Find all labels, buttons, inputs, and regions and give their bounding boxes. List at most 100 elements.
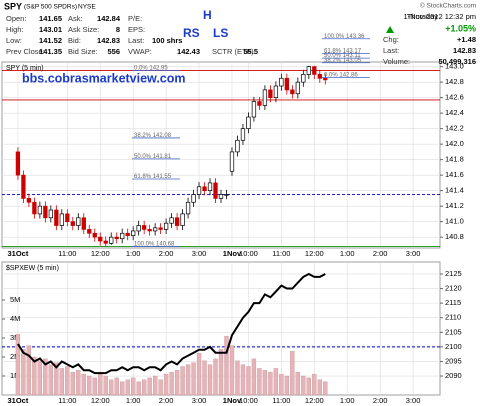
volume-bar [109, 379, 114, 396]
credit: © StockCharts.com [420, 2, 476, 10]
change-pct: +1.05% [445, 23, 476, 33]
volume-bar [70, 372, 75, 396]
candle-body [131, 230, 136, 236]
symbol-name: (S&P 500 SPDRs) [24, 4, 77, 11]
x-tick-label: 2:00 [159, 396, 174, 405]
candle-body [196, 186, 202, 195]
candle-body [246, 116, 251, 130]
y-tick-label: 2115 [445, 298, 461, 307]
volume-bar [290, 351, 295, 396]
quote-value: 556 [107, 47, 120, 56]
volume-bar [136, 381, 141, 396]
y-tick-label: 141.8 [445, 155, 464, 164]
candle-body [306, 66, 311, 75]
candle-body [26, 198, 32, 203]
panel-frame [1, 61, 441, 249]
x-tick-label: 2:00 [159, 249, 174, 258]
summary-label: Volume: [383, 57, 410, 66]
volume-bar [301, 375, 306, 396]
x-tick-label: 12:00 [91, 396, 110, 405]
volume-bar [114, 377, 119, 396]
quote-label: Ask: [68, 14, 83, 23]
candle-body [103, 240, 108, 244]
fib-label: 50.0% 143.11 [324, 53, 361, 59]
y-tick-label: 141.4 [445, 186, 464, 195]
candle-body [224, 194, 229, 196]
volume-bar [125, 379, 130, 396]
y2-tick-label: 3M [10, 333, 20, 342]
x-tick-label: 3:00 [406, 396, 421, 405]
volume-bar [306, 377, 311, 396]
volume-bar [323, 381, 328, 396]
candle-body [37, 205, 43, 215]
y-tick-label: 142.8 [445, 77, 464, 86]
volume-bar [147, 377, 152, 396]
fib-value: 141.55 [153, 174, 172, 180]
candle-body [114, 236, 119, 240]
quote-value: 8 [116, 25, 120, 34]
volume-bar [257, 368, 262, 396]
volume-bar [317, 379, 322, 396]
volume-bar [284, 375, 290, 396]
quote-label: SCTR (ETF): [212, 47, 256, 56]
x-tick-label: 1Nov [223, 249, 242, 258]
x-tick-label: 11:00 [272, 249, 290, 258]
volume-bar [169, 372, 174, 396]
y-tick-label: 141.0 [445, 217, 464, 226]
volume-bar [158, 379, 163, 396]
fib-level: 100.0% [134, 241, 155, 247]
x-tick-label: 3:00 [192, 249, 207, 258]
candle-body [323, 77, 328, 81]
volume-bar [131, 377, 136, 396]
y-tick-label: 142.6 [445, 93, 464, 102]
annotation: LS [213, 26, 228, 40]
time: 1-Nov-2012 12:32 pm [403, 12, 476, 21]
candle-body [169, 217, 174, 224]
annotation: H [203, 8, 212, 22]
fib-level: 38.2% [134, 133, 152, 139]
x-tick-label: 1:00 [340, 396, 355, 405]
volume-bar [32, 356, 37, 396]
quote-value: 55.5 [243, 47, 258, 56]
quote-label: Prev Close: [6, 47, 45, 56]
summary-label: Last: [383, 46, 399, 55]
x-tick-label: 1:00 [126, 396, 141, 405]
candle-body [163, 222, 169, 230]
y-tick-label: 142.4 [445, 108, 464, 117]
fib-value: 140.68 [156, 241, 175, 247]
x-tick-label: 11:00 [58, 249, 76, 258]
volume-bar [92, 377, 97, 396]
fib-value: 142.08 [153, 133, 172, 139]
candle-body [284, 77, 290, 91]
volume-bar [81, 373, 86, 396]
fib-value: 143.36 [346, 33, 365, 39]
quote-value: 142.83 [97, 36, 120, 45]
quote-label: VWAP: [128, 47, 152, 56]
candle-body [218, 194, 224, 199]
fib-value: 143.05 [343, 57, 362, 63]
y-tick-label: 142.0 [445, 139, 464, 148]
candle-body [251, 101, 257, 118]
x-tick-label: 11:00 [272, 396, 290, 405]
volume-bar [251, 358, 257, 396]
candle-body [158, 227, 163, 230]
up-arrow [386, 26, 394, 33]
volume-bar [246, 366, 251, 396]
fib-level: 0.0% [324, 72, 338, 78]
quote-label: Bid Size: [68, 47, 98, 56]
x-tick-label: 12:00 [305, 396, 324, 405]
candle-body [125, 232, 130, 236]
candle-body [191, 194, 196, 203]
volume-bar [240, 364, 246, 396]
candle-body [235, 139, 240, 153]
candle-body [180, 213, 185, 226]
volume-bar [120, 381, 125, 396]
candle-body [290, 89, 295, 95]
volume-bar [229, 345, 235, 396]
candle-body [268, 89, 273, 99]
fib-level: 100.0% [324, 33, 345, 39]
summary-label: Chg: [383, 35, 399, 44]
candle-body [87, 229, 92, 234]
quote-value: 100 shrs [152, 36, 182, 45]
